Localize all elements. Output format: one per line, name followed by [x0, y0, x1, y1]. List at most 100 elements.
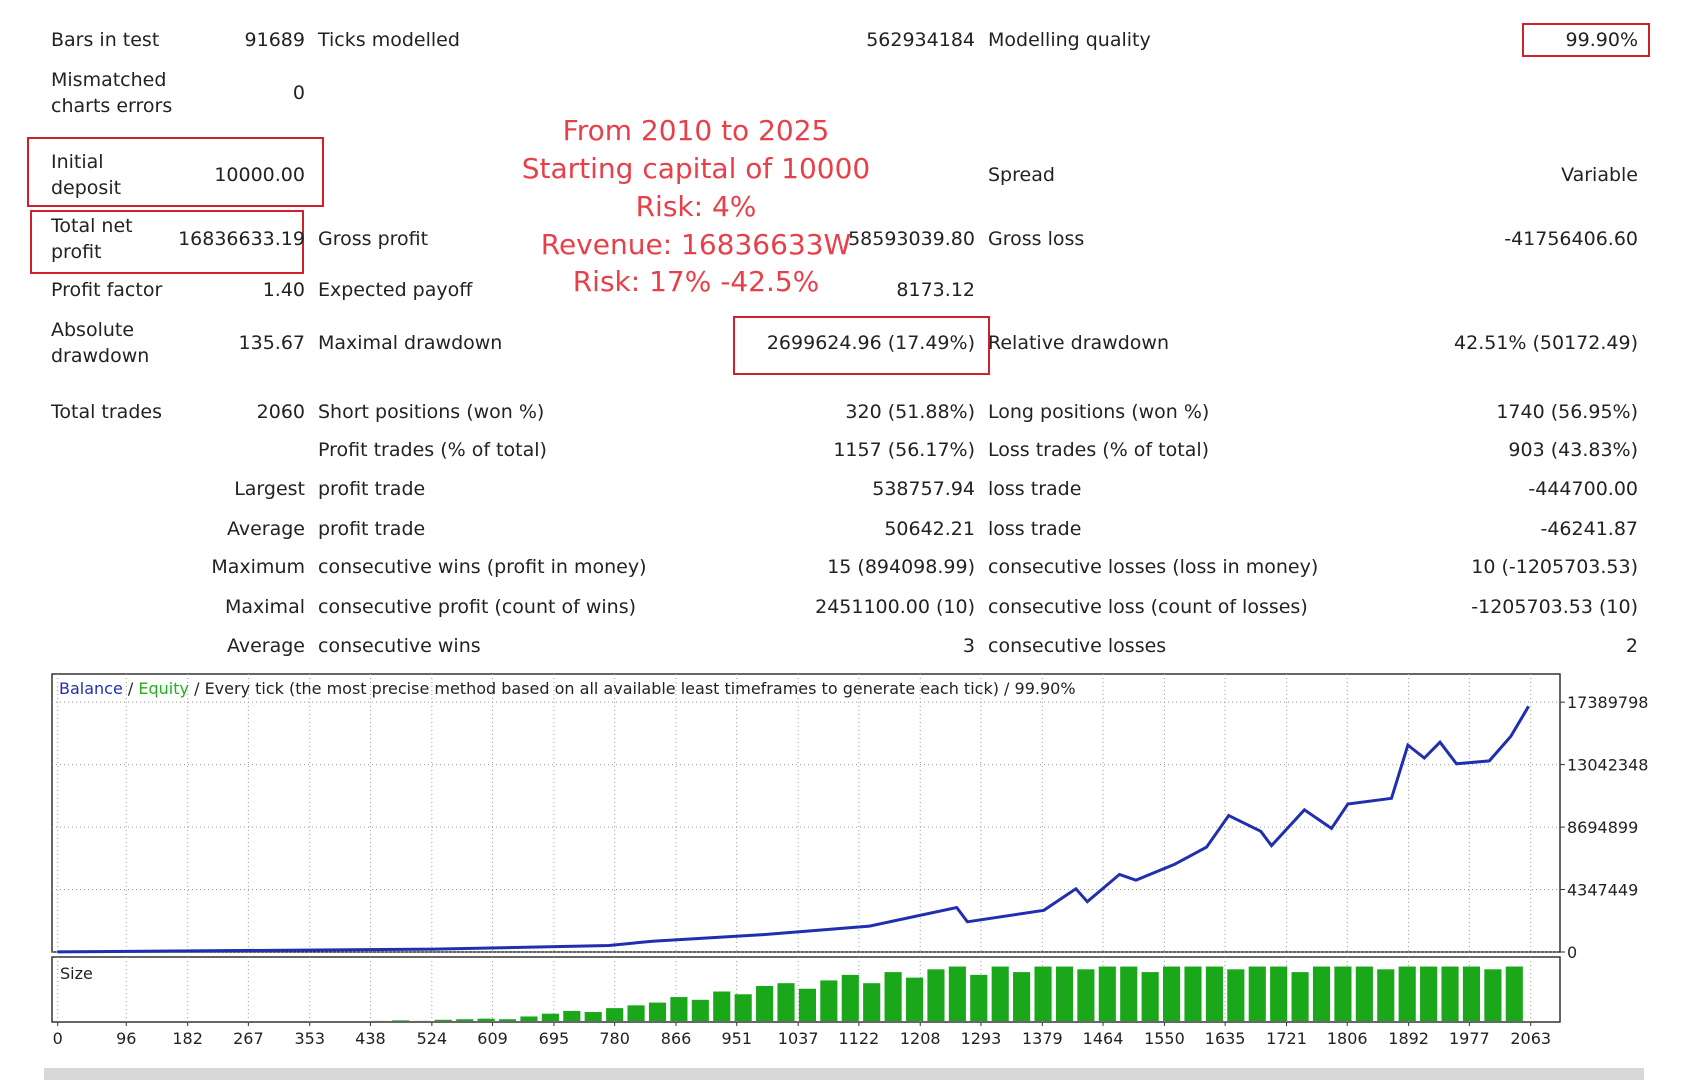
size-bar — [477, 1018, 495, 1021]
x-tick-label: 1892 — [1388, 1029, 1429, 1048]
stat-label: Average — [226, 518, 305, 540]
stat-label: Short positions (won %) — [318, 401, 545, 423]
y-tick-label: 13042348 — [1567, 756, 1648, 775]
stat-label: consecutive wins — [318, 635, 481, 657]
legend-entry: Balance — [59, 679, 123, 698]
x-tick-label: 1635 — [1205, 1029, 1246, 1048]
size-bar — [1334, 966, 1352, 1021]
stat-label: Bars in test — [51, 29, 160, 51]
stat-label: Initial deposit — [51, 151, 122, 199]
stat-value: 562934184 — [866, 29, 975, 51]
size-bar — [584, 1012, 602, 1021]
stat-label: Maximum — [211, 556, 305, 578]
stat-label: Expected payoff — [318, 279, 473, 301]
stat-label: Average — [226, 635, 305, 657]
x-tick-label: 1806 — [1327, 1029, 1368, 1048]
stat-value: 16836633.19 — [178, 228, 305, 250]
legend-text: Every tick (the most precise method base… — [205, 679, 999, 698]
x-tick-label: 1379 — [1022, 1029, 1063, 1048]
x-tick-label: 1122 — [838, 1029, 879, 1048]
annotation: Revenue: 16836633W — [540, 228, 852, 261]
x-tick-label: 695 — [539, 1029, 570, 1048]
stat-label: Total trades — [51, 401, 162, 423]
stat-value: 320 (51.88%) — [845, 401, 975, 423]
legend-separator: / — [194, 679, 200, 698]
stat-value: 1740 (56.95%) — [1496, 401, 1638, 423]
stat-label: loss trade — [988, 478, 1082, 500]
x-tick-label: 96 — [116, 1029, 136, 1048]
size-bar — [841, 974, 859, 1021]
stat-value: 99.90% — [1565, 29, 1638, 51]
stat-label: Long positions (won %) — [988, 401, 1210, 423]
stat-value: 1157 (56.17%) — [833, 439, 975, 461]
size-bar — [606, 1008, 624, 1021]
size-bar — [905, 977, 924, 1021]
stat-value: 2 — [1625, 635, 1638, 657]
size-bar — [734, 994, 752, 1021]
size-bar — [777, 983, 795, 1021]
stat-value: -444700.00 — [1528, 478, 1638, 500]
y-tick-label: 8694899 — [1567, 818, 1638, 837]
stat-value: 8173.12 — [896, 279, 975, 301]
size-bar — [434, 1019, 452, 1021]
x-tick-label: 780 — [599, 1029, 630, 1048]
y-tick-label: 0 — [1567, 943, 1577, 962]
legend-separator: / — [1004, 679, 1010, 698]
y-tick-label: 4347449 — [1567, 881, 1638, 900]
stat-value: 2451100.00 (10) — [815, 596, 975, 618]
x-tick-label: 609 — [477, 1029, 508, 1048]
stat-label: Loss trades (% of total) — [988, 439, 1210, 461]
x-tick-label: 2063 — [1510, 1029, 1551, 1048]
x-tick-label: 438 — [355, 1029, 386, 1048]
size-bar — [1398, 966, 1416, 1021]
x-tick-label: 1208 — [900, 1029, 941, 1048]
stat-value: 58593039.80 — [848, 228, 975, 250]
stat-value: 0 — [292, 82, 305, 104]
size-bar — [1034, 966, 1052, 1021]
stat-value: 903 (43.83%) — [1508, 439, 1638, 461]
size-bar — [1077, 969, 1095, 1021]
stat-label: Profit factor — [51, 279, 163, 301]
size-bar — [1420, 966, 1438, 1021]
size-bar — [756, 985, 774, 1021]
size-bar — [691, 999, 709, 1021]
stat-value: 538757.94 — [872, 478, 975, 500]
x-tick-label: 1977 — [1449, 1029, 1490, 1048]
size-bar — [1098, 966, 1116, 1021]
size-bar — [541, 1013, 559, 1021]
stat-label: consecutive losses (loss in money) — [988, 556, 1319, 578]
stat-value: Variable — [1561, 164, 1638, 186]
size-bar — [1270, 966, 1288, 1021]
x-tick-label: 866 — [661, 1029, 692, 1048]
size-bar — [1441, 966, 1459, 1021]
size-bar — [1141, 972, 1159, 1021]
size-bar — [1184, 966, 1202, 1021]
size-bar — [1291, 972, 1309, 1021]
x-tick-label: 1293 — [961, 1029, 1002, 1048]
annotation: From 2010 to 2025 — [562, 114, 830, 147]
stat-label: profit trade — [318, 518, 426, 540]
size-bar — [1484, 969, 1502, 1021]
size-bar — [1163, 966, 1181, 1021]
size-bar — [498, 1019, 517, 1021]
annotation: Risk: 4% — [635, 190, 757, 223]
stat-label: Ticks modelled — [318, 29, 460, 51]
legend-entry: Equity — [138, 679, 189, 698]
size-bar — [1377, 969, 1395, 1021]
stat-value: 2060 — [256, 401, 305, 423]
size-bar — [1013, 972, 1031, 1021]
size-bar — [648, 1002, 667, 1021]
stat-label: Mismatched charts errors — [51, 69, 173, 117]
stat-value: -41756406.60 — [1504, 228, 1638, 250]
x-tick-label: 182 — [172, 1029, 203, 1048]
x-tick-label: 1721 — [1266, 1029, 1307, 1048]
stat-label: Maximal drawdown — [318, 332, 503, 354]
size-bar — [391, 1020, 410, 1021]
size-bar — [520, 1016, 538, 1021]
size-bar — [1248, 966, 1266, 1021]
stat-label: Largest — [234, 478, 305, 500]
plot-frame — [51, 673, 1561, 953]
size-bar — [927, 969, 945, 1021]
